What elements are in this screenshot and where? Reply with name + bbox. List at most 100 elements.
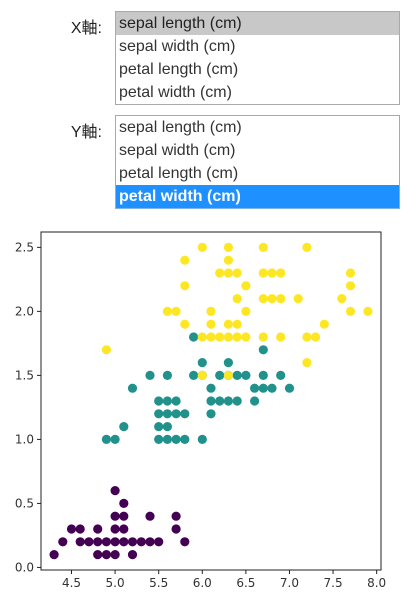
scatter-point-s2-45 (215, 268, 225, 278)
scatter-point-s2-40 (197, 370, 207, 380)
scatter-point-s2-26 (276, 294, 286, 304)
scatter-point-s1-12 (162, 396, 172, 406)
scatter-point-s0-2 (66, 524, 77, 534)
scatter-point-s0-12 (110, 524, 120, 534)
scatter-point-s2-43 (232, 319, 242, 329)
scatter-point-s0-16 (119, 537, 129, 547)
scatter-point-s1-18 (180, 409, 190, 419)
scatter-point-s2-36 (345, 281, 356, 291)
scatter-point-s1-4 (145, 370, 155, 380)
scatter-point-s1-7 (154, 409, 164, 419)
scatter-point-s0-26 (171, 524, 181, 534)
scatter-point-s1-0 (101, 434, 111, 444)
scatter-point-s1-5 (154, 434, 164, 444)
scatter-point-s1-29 (223, 396, 233, 406)
y-option-sepal-width[interactable]: sepal width (cm) (119, 142, 236, 159)
scatter-point-s2-0 (101, 345, 111, 355)
scatter-point-s0-7 (93, 524, 103, 534)
x-option-petal-length[interactable]: petal length (cm) (119, 61, 239, 78)
scatter-point-s2-27 (276, 268, 286, 278)
scatter-point-s2-42 (241, 332, 251, 342)
scatter-point-s2-13 (223, 242, 233, 252)
scatter-point-s0-20 (127, 550, 138, 560)
scatter-point-s0-0 (49, 550, 59, 560)
scatter-point-s0-8 (93, 537, 103, 547)
scatter-point-s1-37 (258, 383, 268, 393)
scatter-point-s1-16 (171, 396, 181, 406)
scatter-point-s2-31 (302, 242, 312, 252)
y-option-petal-length[interactable]: petal length (cm) (119, 165, 239, 182)
scatter-point-s2-14 (223, 255, 233, 265)
scatter-point-s2-18 (241, 306, 251, 316)
scatter-point-s2-38 (363, 306, 373, 316)
scatter-point-s1-40 (267, 383, 277, 393)
scatter-point-s1-2 (119, 422, 129, 432)
scatter-point-s1-27 (215, 396, 225, 406)
y-tick-label: 1.0 (15, 432, 34, 446)
scatter-point-s2-10 (215, 332, 225, 342)
x-tick-label: 7.0 (280, 576, 299, 590)
scatter-point-s1-32 (232, 396, 242, 406)
scatter-point-s2-4 (180, 255, 190, 265)
scatter-point-s1-15 (171, 409, 181, 419)
scatter-point-s0-25 (154, 537, 164, 547)
scatter-point-s1-11 (162, 409, 172, 419)
scatter-point-s2-22 (258, 268, 268, 278)
scatter-point-s2-44 (223, 268, 233, 278)
scatter-point-s0-21 (127, 537, 138, 547)
scatter-point-s1-24 (206, 409, 216, 419)
scatter-point-s1-9 (162, 434, 172, 444)
plot-frame (40, 231, 382, 571)
scatter-point-s0-13 (110, 511, 120, 521)
scatter-point-s0-4 (75, 537, 85, 547)
scatter-point-s0-24 (145, 511, 155, 521)
scatter-point-s2-41 (206, 306, 216, 316)
y-axis-label: Y軸: (70, 124, 102, 141)
scatter-point-s0-6 (93, 550, 103, 560)
y-option-sepal-length[interactable]: sepal length (cm) (119, 119, 242, 136)
y-tick-label: 2.0 (15, 304, 34, 318)
scatter-point-s2-24 (267, 294, 277, 304)
scatter-point-s1-36 (250, 383, 260, 393)
x-option-petal-width[interactable]: petal width (cm) (119, 84, 232, 101)
scatter-point-s1-20 (189, 332, 199, 342)
scatter-point-s1-13 (162, 370, 172, 380)
scatter-point-s2-19 (241, 281, 251, 291)
x-option-sepal-length[interactable]: sepal length (cm) (116, 12, 399, 35)
scatter-point-s0-28 (180, 537, 190, 547)
scatter-points (49, 242, 373, 560)
scatter-point-s0-9 (101, 550, 111, 560)
scatter-point-s1-17 (180, 434, 190, 444)
y-option-petal-width[interactable]: petal width (cm) (116, 185, 399, 208)
scatter-point-s1-33 (232, 370, 242, 380)
scatter-point-s1-35 (250, 396, 260, 406)
scatter-point-s2-33 (319, 319, 329, 329)
scatter-point-s1-23 (197, 358, 207, 368)
x-axis-label: X軸: (70, 20, 102, 37)
scatter-point-s1-8 (154, 396, 164, 406)
scatter-point-s2-30 (302, 332, 312, 342)
scatter-point-s0-3 (75, 524, 85, 534)
x-tick-label: 8.0 (367, 576, 386, 590)
scatter-point-s1-6 (154, 422, 164, 432)
scatter-point-s1-38 (258, 370, 268, 380)
scatter-point-s0-10 (101, 537, 111, 547)
scatter-point-s0-14 (110, 486, 120, 496)
x-option-sepal-width[interactable]: sepal width (cm) (119, 38, 236, 55)
x-axis-listbox[interactable]: sepal length (cm) sepal width (cm) petal… (115, 11, 400, 105)
scatter-point-s1-42 (284, 383, 295, 393)
scatter-point-s0-23 (145, 537, 155, 547)
scatter-point-s1-14 (171, 434, 181, 444)
scatter-point-s2-5 (180, 281, 190, 291)
scatter-point-s1-3 (127, 383, 138, 393)
y-tick-label: 2.5 (15, 240, 34, 254)
scatter-point-s1-28 (215, 370, 225, 380)
y-tick-label: 0.0 (15, 560, 34, 574)
scatter-point-s2-16 (232, 294, 242, 304)
scatter-point-s0-15 (110, 550, 120, 560)
scatter-point-s2-23 (258, 242, 268, 252)
scatter-point-s1-21 (197, 434, 207, 444)
scatter-point-s0-17 (119, 524, 129, 534)
scatter-point-s2-9 (206, 319, 216, 329)
y-axis-listbox[interactable]: sepal length (cm) sepal width (cm) petal… (115, 115, 400, 209)
